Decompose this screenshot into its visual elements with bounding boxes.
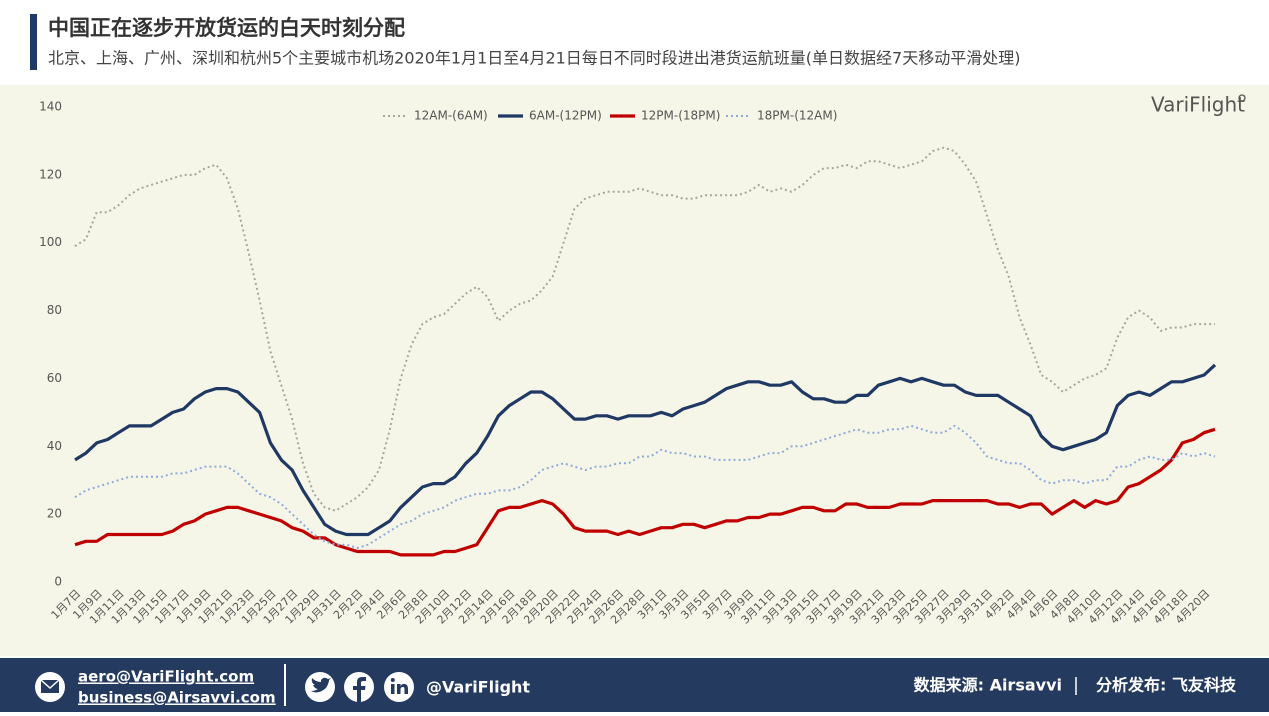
footer (0, 658, 1269, 712)
legend-label: 6AM-(12PM) (529, 109, 602, 123)
y-tick-label: 140 (39, 100, 62, 114)
y-tick-label: 80 (47, 303, 62, 317)
chart-subtitle: 北京、上海、广州、深圳和杭州5个主要城市机场2020年1月1日至4月21日每日不… (48, 49, 1020, 68)
linkedin-glyph (397, 683, 408, 694)
logo-mark (1238, 94, 1246, 102)
legend-label: 18PM-(12AM) (757, 109, 837, 123)
y-tick-label: 100 (39, 235, 62, 249)
series-line (74, 424, 1216, 550)
data-source: 数据来源: Airsavvi (914, 676, 1062, 695)
email[interactable]: aero@VariFlight.com (78, 668, 254, 686)
series-line (74, 427, 1216, 557)
legend-label: 12AM-(6AM) (414, 109, 488, 123)
publisher: 分析发布: 飞友科技 (1096, 676, 1237, 695)
y-tick-label: 20 (47, 507, 62, 521)
twitter-bird (311, 677, 331, 693)
y-tick-label: 0 (54, 575, 62, 589)
legend-label: 12PM-(18PM) (641, 109, 720, 123)
logo: VariFlight (1151, 93, 1245, 117)
linkedin-glyph (391, 684, 395, 694)
y-tick-label: 60 (47, 371, 62, 385)
facebook-f (353, 677, 366, 702)
chart-title: 中国正在逐步开放货运的白天时刻分配 (48, 16, 405, 40)
y-tick-label: 40 (47, 439, 62, 453)
social-handle: @VariFlight (426, 678, 530, 697)
linkedin-glyph (390, 678, 395, 682)
email-icon-flap (40, 679, 60, 690)
plot-background (0, 85, 1269, 656)
title-bar (30, 14, 37, 70)
email[interactable]: business@Airsavvi.com (78, 689, 276, 707)
series-line (74, 363, 1217, 537)
y-tick-label: 120 (39, 167, 62, 181)
